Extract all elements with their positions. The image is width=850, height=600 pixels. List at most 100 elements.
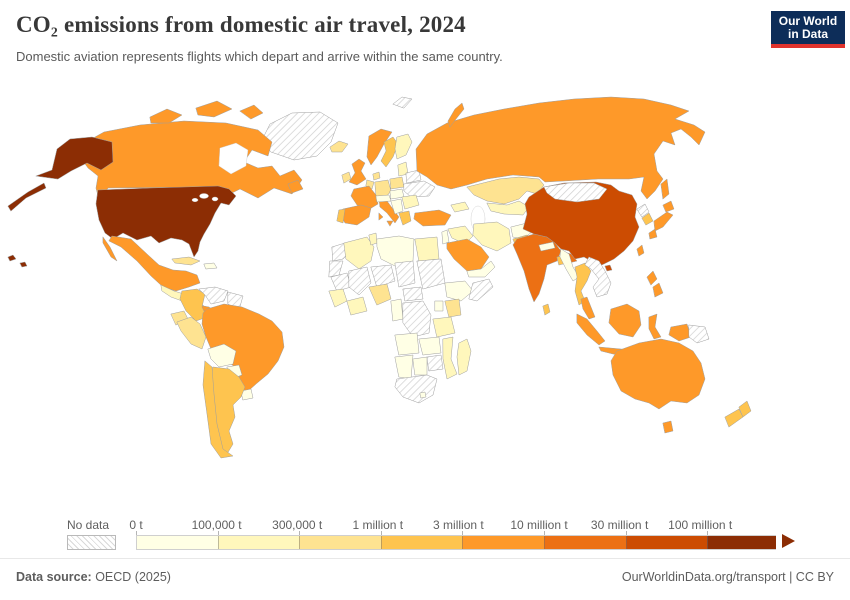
country-malaysia[interactable] <box>580 296 596 320</box>
country-egypt[interactable] <box>414 236 440 262</box>
country-mongolia[interactable] <box>543 182 608 203</box>
country-united-states-alaska[interactable] <box>35 136 114 180</box>
country-mali[interactable] <box>348 266 372 296</box>
country-philippines[interactable] <box>646 270 658 286</box>
country-ukraine[interactable] <box>403 180 436 198</box>
legend-no-data-swatch[interactable] <box>67 535 116 550</box>
owid-logo[interactable]: Our World in Data <box>771 11 845 48</box>
country-peru[interactable] <box>176 316 207 350</box>
region-cameroon-gabon[interactable] <box>390 298 404 322</box>
country-united-states-hawaii[interactable] <box>19 261 28 268</box>
country-zambia[interactable] <box>418 336 442 356</box>
country-china-hainan[interactable] <box>604 264 613 272</box>
country-south-korea[interactable] <box>641 212 654 226</box>
country-france[interactable] <box>350 185 379 211</box>
country-new-zealand[interactable] <box>724 408 744 428</box>
country-uganda[interactable] <box>434 300 444 312</box>
region-central-asia[interactable] <box>486 200 530 216</box>
country-indonesia-borneo[interactable] <box>608 303 642 338</box>
country-indonesia-sulawesi[interactable] <box>648 313 662 340</box>
region-romania-bulgaria[interactable] <box>401 194 420 210</box>
country-bolivia[interactable] <box>207 343 237 368</box>
country-zimbabwe[interactable] <box>426 354 444 372</box>
legend-bin-7[interactable] <box>625 531 708 549</box>
region-israel-jordan[interactable] <box>441 229 450 245</box>
legend-bin-1[interactable] <box>136 531 218 549</box>
country-denmark[interactable] <box>372 171 381 181</box>
legend-bin-2[interactable] <box>217 531 300 549</box>
region-balkans[interactable] <box>390 198 404 215</box>
country-japan[interactable] <box>648 228 658 240</box>
country-canada[interactable] <box>149 108 183 124</box>
country-cuba[interactable] <box>171 256 201 266</box>
region-west-africa[interactable] <box>328 288 348 308</box>
country-venezuela[interactable] <box>198 286 229 305</box>
country-botswana[interactable] <box>412 356 428 376</box>
legend-bin-8[interactable] <box>707 531 777 549</box>
country-nigeria[interactable] <box>368 283 392 306</box>
country-tanzania[interactable] <box>432 316 456 338</box>
country-north-korea[interactable] <box>636 203 650 218</box>
country-greece[interactable] <box>398 210 412 226</box>
country-myanmar[interactable] <box>559 248 580 282</box>
country-russia[interactable] <box>660 178 670 200</box>
country-chad[interactable] <box>394 260 416 288</box>
country-taiwan[interactable] <box>636 244 645 257</box>
country-japan[interactable] <box>662 200 675 213</box>
country-mozambique[interactable] <box>442 336 458 380</box>
country-new-zealand[interactable] <box>738 400 752 418</box>
country-japan[interactable] <box>653 211 674 232</box>
country-turkey[interactable] <box>413 209 452 227</box>
region-vietnam-laos-cambodia[interactable] <box>584 256 612 298</box>
country-somalia[interactable] <box>468 278 494 302</box>
country-svalbard[interactable] <box>392 96 413 109</box>
credit-link[interactable]: OurWorldinData.org/transport | CC BY <box>621 570 834 584</box>
country-australia[interactable] <box>610 338 706 410</box>
country-algeria[interactable] <box>343 236 375 270</box>
country-russia[interactable] <box>447 102 465 128</box>
country-china[interactable] <box>522 181 640 268</box>
country-poland[interactable] <box>389 176 405 190</box>
country-ethiopia[interactable] <box>444 280 474 302</box>
region-alpine-states[interactable] <box>375 194 392 203</box>
country-greenland[interactable] <box>261 111 339 161</box>
country-iran[interactable] <box>472 221 512 252</box>
country-united-kingdom[interactable] <box>348 158 367 186</box>
country-united-states-aleutians[interactable] <box>7 182 47 212</box>
country-mexico[interactable] <box>108 235 201 292</box>
country-italy[interactable] <box>378 212 384 221</box>
country-sudan[interactable] <box>416 258 446 290</box>
country-central-african-republic[interactable] <box>402 286 424 302</box>
country-united-states[interactable] <box>95 185 237 258</box>
legend-bin-3[interactable] <box>299 531 381 549</box>
country-italy[interactable] <box>378 197 400 224</box>
country-madagascar[interactable] <box>456 338 472 376</box>
country-lesotho[interactable] <box>419 391 427 399</box>
country-spain[interactable] <box>339 204 372 226</box>
country-south-africa[interactable] <box>394 374 438 404</box>
country-philippines[interactable] <box>652 282 664 298</box>
country-belarus[interactable] <box>405 169 422 184</box>
country-ireland[interactable] <box>341 171 352 184</box>
legend-bin-4[interactable] <box>380 531 463 549</box>
country-canada[interactable] <box>239 104 264 120</box>
country-portugal[interactable] <box>336 208 346 224</box>
country-kenya[interactable] <box>444 298 462 318</box>
legend-bin-5[interactable] <box>462 531 544 549</box>
country-canada[interactable] <box>287 179 304 194</box>
country-hispaniola[interactable] <box>203 262 218 270</box>
country-sri-lanka[interactable] <box>542 303 551 316</box>
region-caucasus[interactable] <box>450 201 470 213</box>
country-germany[interactable] <box>374 179 392 199</box>
country-finland[interactable] <box>394 133 413 160</box>
country-papua-new-guinea[interactable] <box>688 324 710 344</box>
country-norway[interactable] <box>366 128 393 166</box>
country-canada[interactable] <box>195 100 233 118</box>
region-ivory-coast-ghana[interactable] <box>346 296 368 316</box>
country-kazakhstan[interactable] <box>466 176 545 205</box>
country-iceland[interactable] <box>329 140 349 153</box>
country-angola[interactable] <box>394 332 420 356</box>
country-italy[interactable] <box>386 220 394 227</box>
country-mexico[interactable] <box>102 236 118 262</box>
country-australia-tasmania[interactable] <box>662 420 674 434</box>
